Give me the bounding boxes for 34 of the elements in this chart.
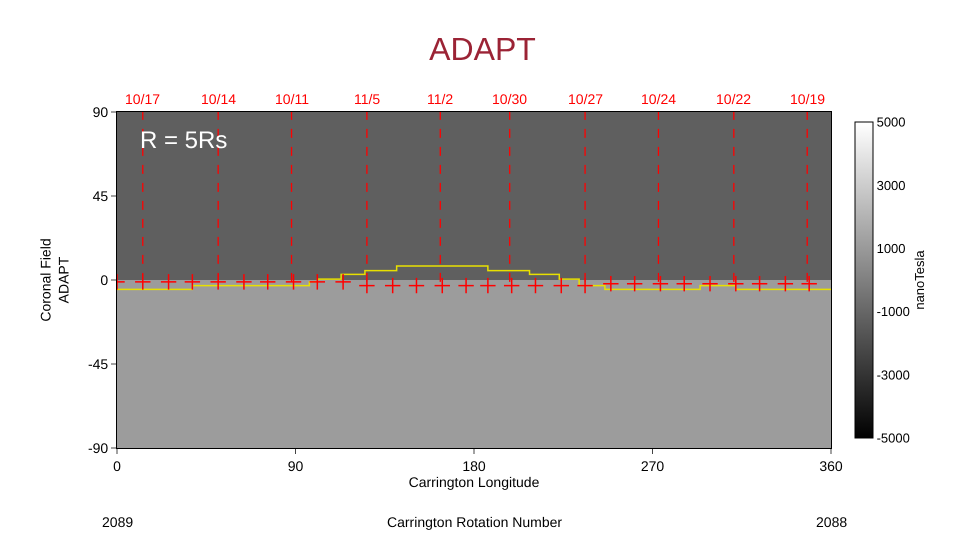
color-bar-label: -5000 (876, 430, 910, 446)
annotation: 11/2 (427, 91, 454, 107)
annotation: 10/24 (641, 91, 676, 107)
text: 2089 (102, 514, 134, 530)
annotation: 10/22 (716, 91, 752, 107)
text: 2088 (816, 514, 848, 530)
annotation: 11/5 (354, 91, 380, 107)
annotation: R = 5Rs (140, 127, 228, 154)
x-tick-label: 270 (640, 458, 664, 474)
annotation: 10/11 (275, 91, 310, 107)
color-bar-label: -3000 (876, 367, 910, 382)
annotation: 10/30 (492, 91, 528, 107)
annotation: 10/17 (125, 91, 160, 107)
x-tick-label: 360 (819, 458, 843, 474)
x-tick-label: 0 (113, 458, 122, 474)
x-axis-title: Carrington Longitude (408, 474, 540, 490)
chart-title: ADAPT (429, 30, 536, 67)
annotation: 10/19 (790, 91, 826, 107)
text: Carrington Rotation Number (387, 514, 562, 530)
y-tick-label: -90 (88, 440, 108, 456)
annotation: 10/27 (568, 91, 604, 107)
color-bar-label: -1000 (876, 304, 910, 320)
color-bar-label: 5000 (876, 114, 906, 130)
y-axis-title: Coronal Field ADAPT (37, 238, 72, 322)
color-bar-title: nanoTesla (912, 250, 927, 310)
annotation: 10/14 (201, 91, 236, 107)
y-tick-label: -45 (88, 356, 108, 372)
color-bar-label: 3000 (876, 178, 906, 193)
y-tick-label: 90 (92, 104, 108, 120)
x-tick-label: 180 (462, 458, 486, 474)
y-tick-label: 0 (100, 272, 108, 288)
color-bar-label: 1000 (876, 240, 906, 256)
x-tick-label: 90 (288, 458, 304, 474)
y-tick-label: 45 (92, 188, 108, 204)
